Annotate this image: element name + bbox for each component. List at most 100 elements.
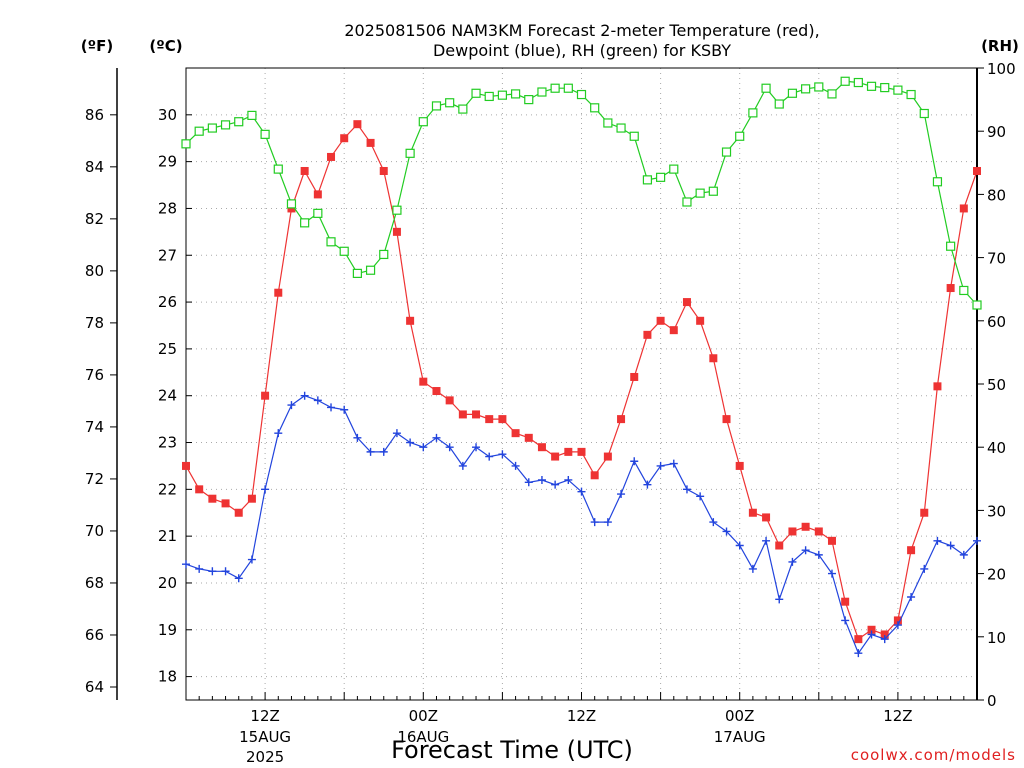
series-1-point-19: [432, 433, 441, 442]
series-2: [181, 76, 982, 310]
series-2-point-3: [220, 120, 231, 130]
series-0-point-43: [748, 508, 757, 517]
series-1-point-8: [287, 401, 296, 410]
series-0-point-35: [643, 330, 652, 339]
series-1-point-3: [221, 567, 230, 576]
series-2-point-16: [392, 205, 402, 215]
series-1-point-17: [406, 438, 415, 447]
series-2-point-55: [906, 89, 916, 100]
series-0-point-34: [630, 372, 639, 381]
series-1-point-48: [814, 550, 823, 559]
series-0-point-16: [392, 227, 401, 236]
series-1-point-1: [195, 564, 204, 573]
tick-label-c-26: 26: [158, 293, 177, 311]
tick-label-f-82: 82: [85, 210, 104, 228]
series-1-point-46: [788, 557, 797, 566]
celsius-axis: 18 19 20 21 22 23 24 25 26 27 28 29 30: [158, 106, 192, 686]
series-0-point-49: [827, 536, 836, 545]
series-2-point-17: [405, 148, 415, 158]
series-2-point-43: [748, 108, 758, 118]
series-0-point-44: [762, 513, 771, 522]
tick-label-f-64: 64: [85, 678, 104, 696]
series-1-point-24: [498, 450, 507, 459]
series-0-point-19: [432, 387, 441, 396]
tick-year-x-6: 2025: [246, 748, 284, 766]
series-0-point-20: [445, 396, 454, 405]
series-2-point-26: [524, 94, 534, 105]
series-0-point-12: [340, 134, 349, 143]
series-2-point-20: [445, 98, 455, 108]
series-2-point-60: [972, 300, 982, 310]
series-2-point-57: [932, 177, 943, 187]
series-0-point-2: [208, 494, 217, 503]
series-1-point-28: [551, 480, 560, 489]
series-2-point-36: [655, 172, 666, 182]
series-1-point-41: [722, 527, 731, 536]
series-1-point-10: [313, 396, 322, 405]
series-2-point-40: [708, 186, 718, 196]
series-1-point-11: [327, 403, 336, 412]
series-2-point-10: [313, 208, 323, 218]
series-2-point-59: [959, 285, 969, 296]
series-2-point-31: [590, 103, 600, 113]
series-1-point-26: [524, 478, 533, 487]
tick-label-c-27: 27: [158, 246, 177, 264]
series-2-point-34: [629, 131, 639, 141]
series-2-point-21: [458, 104, 468, 114]
series-2-point-23: [484, 91, 494, 102]
series-1-point-0: [182, 560, 190, 569]
series-1-point-23: [485, 452, 494, 461]
series-0-point-59: [959, 204, 968, 213]
credit-text: coolwx.com/models: [851, 746, 1016, 764]
series-0: [182, 120, 981, 644]
series-0-point-53: [880, 630, 889, 639]
series-0-point-48: [814, 527, 823, 536]
rh-axis: 0 10 20 30 40 50 60 70 80 90 100: [977, 60, 1016, 710]
tick-label-f-86: 86: [85, 106, 104, 124]
series-0-point-46: [788, 527, 797, 536]
series-0-point-38: [682, 298, 691, 307]
series-0-point-4: [234, 508, 243, 517]
tick-label-c-30: 30: [158, 106, 177, 124]
series-0-point-23: [485, 415, 494, 424]
tick-label-c-24: 24: [158, 387, 177, 405]
series-1-point-7: [274, 429, 283, 438]
tick-label-f-70: 70: [85, 522, 104, 540]
series-2-point-7: [273, 164, 283, 174]
tick-label-rh-70: 70: [987, 250, 1006, 268]
series-1-point-53: [880, 635, 889, 644]
series-2-point-49: [827, 89, 837, 99]
tick-label-f-78: 78: [85, 314, 104, 332]
series-2-point-47: [801, 84, 811, 94]
series-1-point-34: [630, 457, 639, 466]
series-2-point-18: [418, 117, 428, 127]
series-2-point-0: [181, 139, 191, 149]
series-0-point-15: [379, 166, 388, 175]
series-0-point-50: [841, 597, 850, 606]
gridlines: [186, 68, 977, 700]
rh-axis-unit: (RH): [981, 37, 1019, 55]
series-1-point-16: [392, 429, 401, 438]
series: [181, 76, 982, 658]
series-0-point-55: [907, 546, 916, 555]
tick-label-f-68: 68: [85, 574, 104, 592]
tick-label-c-18: 18: [158, 668, 177, 686]
series-1-point-9: [300, 391, 309, 400]
series-0-point-13: [353, 120, 362, 129]
tick-label-x-54: 12Z: [883, 707, 912, 725]
series-2-point-44: [761, 83, 771, 93]
series-2-point-22: [471, 88, 481, 98]
series-0-point-57: [933, 382, 942, 391]
series-1-point-2: [208, 567, 217, 576]
tick-label-rh-80: 80: [987, 186, 1006, 204]
series-2-point-11: [326, 237, 336, 247]
series-1-point-21: [458, 461, 467, 470]
series-0-point-40: [709, 354, 718, 363]
series-0-point-18: [419, 377, 428, 386]
series-1-point-37: [669, 459, 678, 468]
tick-label-rh-10: 10: [987, 629, 1006, 647]
tick-label-f-76: 76: [85, 366, 104, 384]
series-1-point-45: [775, 595, 784, 604]
series-2-point-54: [893, 85, 903, 95]
